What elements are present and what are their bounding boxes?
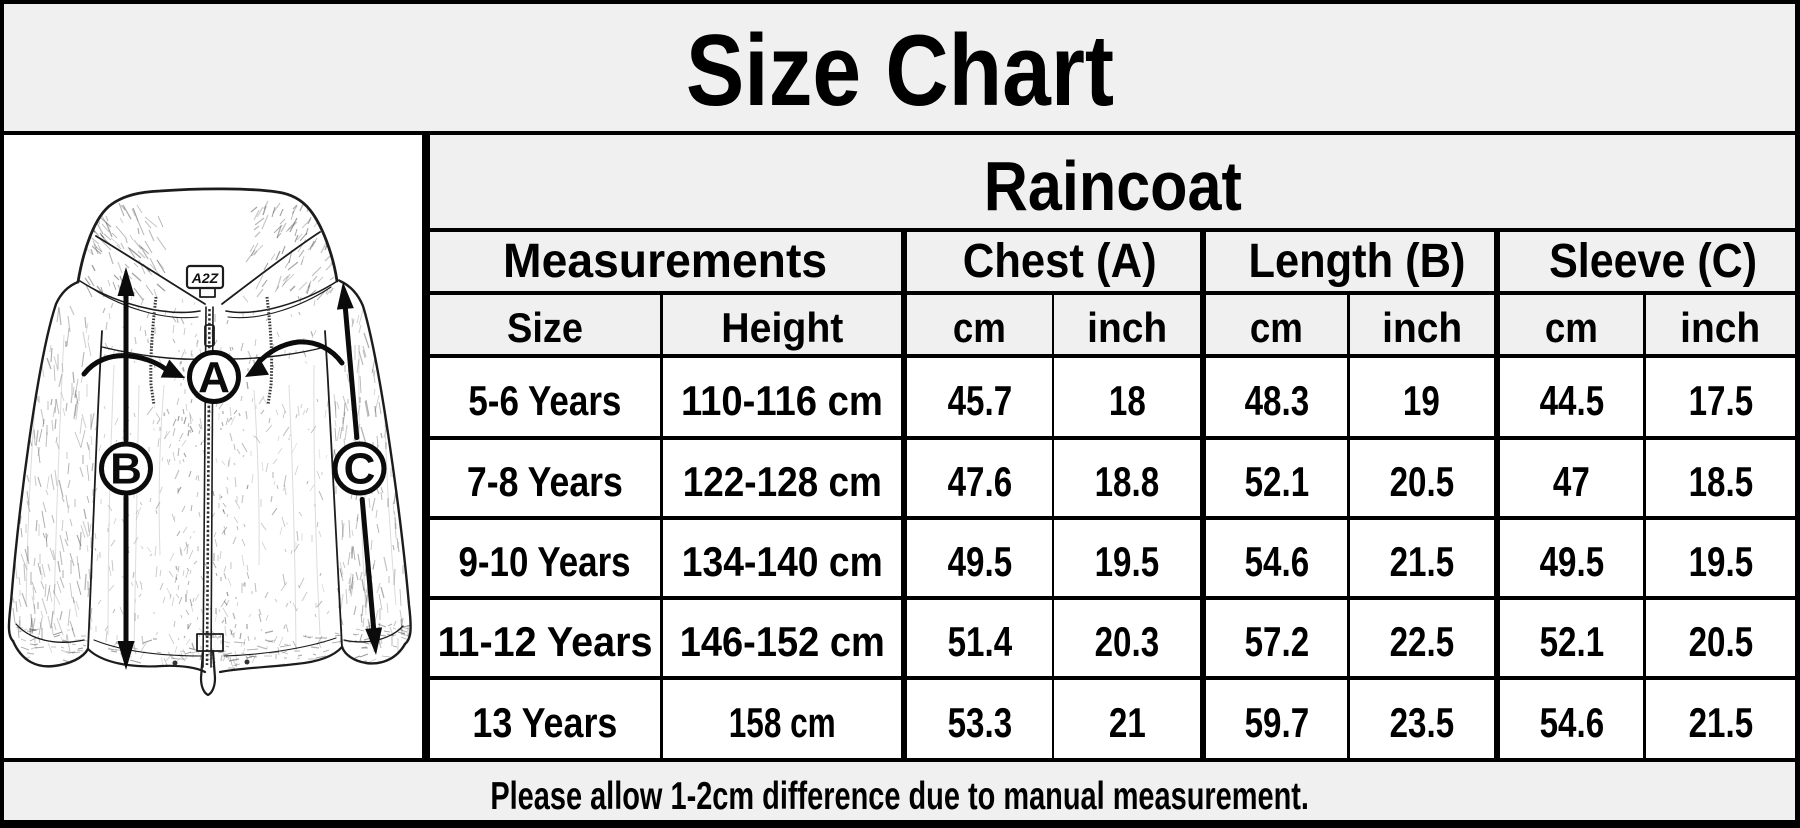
svg-text:A2Z: A2Z <box>191 270 219 286</box>
svg-text:C: C <box>344 445 376 494</box>
svg-text:B: B <box>110 445 142 494</box>
svg-text:A: A <box>198 353 230 402</box>
